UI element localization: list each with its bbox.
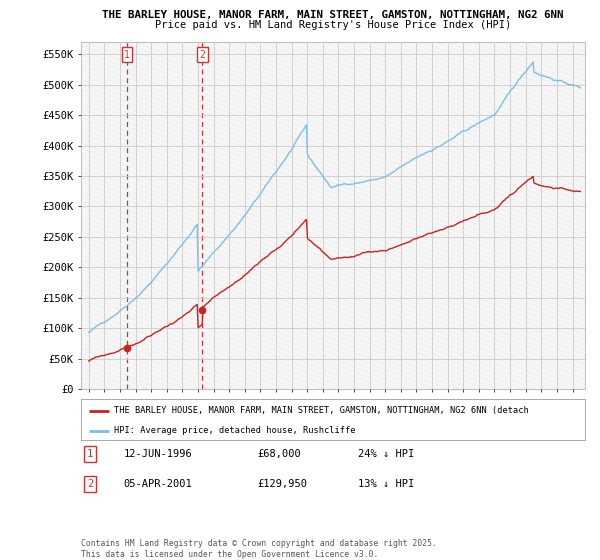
Text: 13% ↓ HPI: 13% ↓ HPI	[358, 479, 415, 489]
Text: £68,000: £68,000	[257, 449, 301, 459]
Text: THE BARLEY HOUSE, MANOR FARM, MAIN STREET, GAMSTON, NOTTINGHAM, NG2 6NN: THE BARLEY HOUSE, MANOR FARM, MAIN STREE…	[102, 10, 564, 20]
Text: THE BARLEY HOUSE, MANOR FARM, MAIN STREET, GAMSTON, NOTTINGHAM, NG2 6NN (detach: THE BARLEY HOUSE, MANOR FARM, MAIN STREE…	[114, 406, 529, 415]
Text: 2: 2	[199, 50, 205, 60]
Text: 1: 1	[87, 449, 93, 459]
Text: 2: 2	[87, 479, 93, 489]
Text: 05-APR-2001: 05-APR-2001	[124, 479, 193, 489]
Text: 1: 1	[124, 50, 130, 60]
Text: Price paid vs. HM Land Registry's House Price Index (HPI): Price paid vs. HM Land Registry's House …	[155, 20, 511, 30]
Text: HPI: Average price, detached house, Rushcliffe: HPI: Average price, detached house, Rush…	[114, 426, 355, 435]
Text: Contains HM Land Registry data © Crown copyright and database right 2025.
This d: Contains HM Land Registry data © Crown c…	[81, 539, 437, 559]
Text: 24% ↓ HPI: 24% ↓ HPI	[358, 449, 415, 459]
Text: £129,950: £129,950	[257, 479, 307, 489]
Text: 12-JUN-1996: 12-JUN-1996	[124, 449, 193, 459]
